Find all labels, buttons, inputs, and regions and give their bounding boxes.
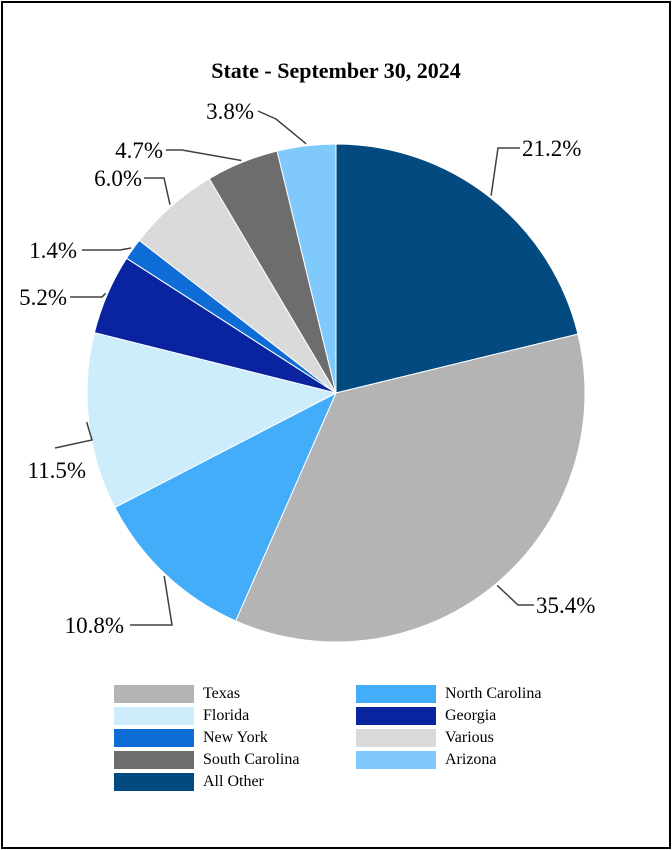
chart-title: State - September 30, 2024 <box>211 58 461 83</box>
data-label-georgia: 5.2% <box>19 285 67 310</box>
leader-line-south-carolina <box>166 149 242 162</box>
leader-line-north-carolina <box>130 575 173 626</box>
data-label-new-york: 1.4% <box>29 238 77 263</box>
pie-slice-arizona <box>276 143 337 394</box>
leader-line-georgia <box>70 292 107 298</box>
pie-slice-north-carolina <box>114 391 338 622</box>
data-label-texas: 35.4% <box>536 593 595 618</box>
data-label-florida: 11.5% <box>27 458 86 483</box>
pie-slice-all-other <box>335 143 579 394</box>
data-label-various: 6.0% <box>94 166 142 191</box>
data-label-south-carolina: 4.7% <box>115 138 163 163</box>
leader-line-texas <box>496 584 534 606</box>
leader-line-new-york <box>82 247 132 251</box>
pie-slice-texas <box>235 333 586 643</box>
leader-line-various <box>144 177 171 205</box>
data-label-north-carolina: 10.8% <box>65 613 124 638</box>
leader-line-florida <box>54 421 93 449</box>
data-label-all-other: 21.2% <box>522 136 581 161</box>
data-label-arizona: 3.8% <box>206 99 254 124</box>
pie-slice-florida <box>86 331 338 509</box>
leader-line-arizona <box>257 110 307 145</box>
leader-line-all-other <box>490 147 520 196</box>
